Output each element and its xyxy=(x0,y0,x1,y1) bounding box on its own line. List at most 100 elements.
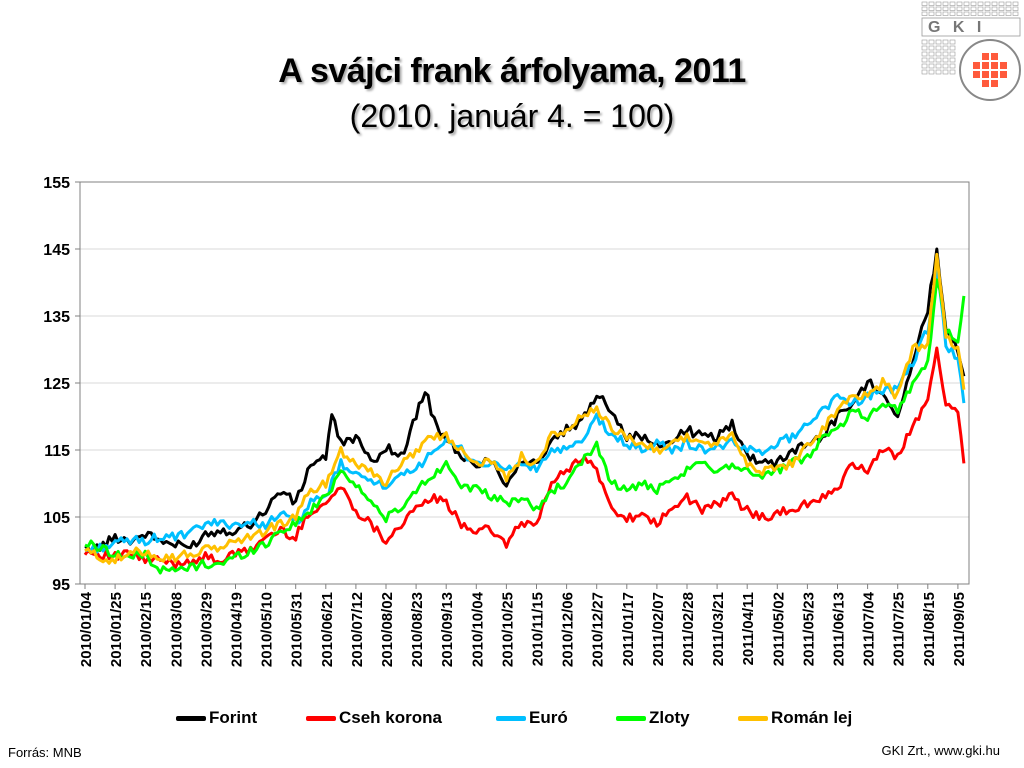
series-line-euró xyxy=(84,269,966,554)
x-tick-label: 2010/08/23 xyxy=(409,592,426,667)
logo-grid-cell xyxy=(984,11,991,16)
logo-square xyxy=(991,62,998,69)
legend-item: Zloty xyxy=(616,706,690,730)
chart-subtitle: (2010. január 4. = 100) xyxy=(349,98,675,134)
y-tick-label: 145 xyxy=(43,242,70,259)
x-axis: 2010/01/04 2010/01/25 2010/02/15 2010/03/08… xyxy=(78,584,968,667)
x-tick-label: 2010/12/27 xyxy=(590,592,607,667)
legend-item: Euró xyxy=(496,706,568,730)
logo-square xyxy=(982,62,989,69)
series-line-zloty xyxy=(84,278,966,575)
logo-grid-cell xyxy=(949,63,956,69)
y-axis: 95 105 115 125 135 145 155 xyxy=(43,175,80,594)
y-tick-label: 125 xyxy=(43,376,70,393)
logo-grid-cell xyxy=(956,11,963,16)
logo-grid-cell xyxy=(921,63,928,69)
x-tick-label: 2011/05/23 xyxy=(800,592,817,666)
logo-grid-cell xyxy=(921,11,928,16)
logo-grid-cell xyxy=(928,6,935,11)
logo-grid-cell xyxy=(1005,11,1012,16)
x-tick-label: 2011/04/11 xyxy=(740,592,757,665)
logo-grid-cell xyxy=(1012,6,1019,11)
logo-grid-cell xyxy=(942,69,949,75)
logo-grid-cell xyxy=(928,69,935,75)
logo-square xyxy=(973,71,980,78)
legend-item: Román lej xyxy=(738,706,852,730)
logo-grid-cell xyxy=(998,11,1005,16)
x-tick-label: 2010/04/19 xyxy=(229,592,246,667)
legend-swatch xyxy=(176,715,206,721)
legend-item: Forint xyxy=(176,706,257,730)
x-tick-label: 2010/10/04 xyxy=(469,591,486,667)
legend-swatch xyxy=(496,715,526,721)
logo-grid-cell xyxy=(935,45,942,51)
logo-square xyxy=(982,53,989,60)
x-tick-label: 2010/01/25 xyxy=(108,592,125,667)
logo-grid-cell xyxy=(942,1,949,6)
logo-grid-cell xyxy=(984,1,991,6)
logo-grid-cell xyxy=(991,6,998,11)
legend-label: Román lej xyxy=(771,708,853,727)
logo-grid-cell xyxy=(963,11,970,16)
logo-grid-cell xyxy=(1005,6,1012,11)
logo-grid-cell xyxy=(921,57,928,63)
x-tick-label: 2010/03/08 xyxy=(168,592,185,667)
logo-grid-cell xyxy=(921,39,928,45)
x-tick-label: 2011/02/07 xyxy=(650,592,667,666)
x-tick-label: 2010/01/04 xyxy=(78,591,95,667)
y-tick-label: 155 xyxy=(43,175,70,192)
x-tick-label: 2010/05/31 xyxy=(289,592,306,667)
y-tick-label: 105 xyxy=(43,510,70,527)
logo-grid-cell xyxy=(928,45,935,51)
x-tick-label: 2010/08/02 xyxy=(379,592,396,667)
x-tick-label: 2010/02/15 xyxy=(138,592,155,667)
logo-grid-cell xyxy=(998,1,1005,6)
logo-grid-cell xyxy=(942,6,949,11)
legend-label: Euró xyxy=(529,708,568,727)
logo-grid-cell xyxy=(921,51,928,57)
series-line-román-lej xyxy=(84,252,966,565)
logo-grid-cell xyxy=(949,39,956,45)
logo-grid-cell xyxy=(928,51,935,57)
x-tick-label: 2011/09/05 xyxy=(951,592,968,666)
logo-grid-cell xyxy=(956,1,963,6)
legend-swatch xyxy=(616,715,646,721)
logo-grid-cell xyxy=(942,63,949,69)
x-tick-label: 2011/08/15 xyxy=(921,592,938,666)
y-tick-label: 115 xyxy=(44,443,70,460)
x-tick-label: 2010/06/21 xyxy=(319,592,336,667)
logo-grid-cell xyxy=(970,1,977,6)
legend-swatch xyxy=(306,715,336,721)
logo-grid-cell xyxy=(935,57,942,63)
x-tick-label: 2010/12/06 xyxy=(560,592,577,667)
logo-grid-cell xyxy=(921,1,928,6)
y-tick-label: 135 xyxy=(43,309,70,326)
legend-item: Cseh korona xyxy=(306,706,442,730)
x-tick-label: 2010/07/12 xyxy=(349,592,366,667)
logo-square xyxy=(991,71,998,78)
logo-square xyxy=(973,62,980,69)
x-tick-label: 2011/02/28 xyxy=(680,592,697,666)
x-tick-label: 2011/01/17 xyxy=(620,592,637,666)
x-tick-label: 2010/03/29 xyxy=(198,592,215,667)
legend-swatch xyxy=(738,715,768,721)
logo-grid-cell xyxy=(984,6,991,11)
logo-square xyxy=(982,71,989,78)
logo-grid-cell xyxy=(998,6,1005,11)
credit-note: GKI Zrt., www.gki.hu xyxy=(881,743,1000,758)
logo-grid-cell xyxy=(921,45,928,51)
logo-grid-cell xyxy=(949,69,956,75)
logo-grid-cell xyxy=(935,1,942,6)
logo-square xyxy=(991,80,998,87)
legend-label: Cseh korona xyxy=(339,708,442,727)
logo-grid-cell xyxy=(949,1,956,6)
x-tick-label: 2010/11/15 xyxy=(530,592,547,666)
logo-grid-cell xyxy=(977,1,984,6)
logo-grid-cell xyxy=(935,6,942,11)
logo-grid-cell xyxy=(949,6,956,11)
logo-grid-cell xyxy=(928,39,935,45)
logo-grid-cell xyxy=(928,11,935,16)
logo-grid-cell xyxy=(921,6,928,11)
legend: Forint Cseh korona Euró Zloty Román lej xyxy=(0,706,1024,730)
